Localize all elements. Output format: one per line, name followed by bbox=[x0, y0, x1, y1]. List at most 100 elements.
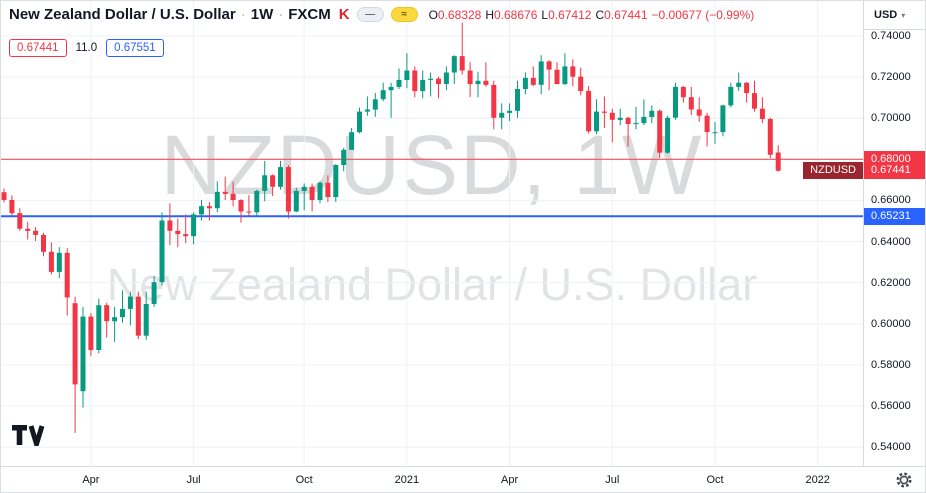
chevron-down-icon: ▾ bbox=[901, 10, 906, 20]
candle-body bbox=[64, 252, 70, 298]
candle-body bbox=[507, 110, 513, 113]
candle-body bbox=[175, 230, 181, 235]
candle-body bbox=[728, 86, 734, 106]
candle-body bbox=[396, 79, 402, 87]
price-axis-label: 0.54000 bbox=[871, 441, 911, 454]
gear-icon[interactable] bbox=[894, 470, 914, 490]
candle-body bbox=[159, 220, 165, 283]
interval-label[interactable]: 1W bbox=[250, 6, 274, 23]
time-axis-label: Oct bbox=[706, 474, 724, 486]
candle-body bbox=[736, 82, 742, 87]
mid-value-label: 11.0 bbox=[75, 42, 98, 54]
candle-body bbox=[325, 182, 331, 198]
candle-body bbox=[333, 165, 339, 198]
price-axis-label: 0.70000 bbox=[871, 112, 911, 125]
candle-body bbox=[222, 191, 228, 194]
candle-body bbox=[609, 112, 615, 120]
price-line-label: 0.65231 bbox=[864, 207, 925, 225]
candle-body bbox=[720, 105, 726, 133]
ohlc-close-value: 0.67441 bbox=[604, 7, 648, 22]
candle-body bbox=[349, 132, 355, 150]
candle-body bbox=[48, 251, 54, 272]
ohlc-open-label: O bbox=[428, 7, 438, 22]
candle-body bbox=[293, 190, 299, 212]
candle-body bbox=[688, 97, 694, 110]
symbol-price-tag: NZDUSD bbox=[803, 162, 863, 180]
candle-body bbox=[317, 182, 323, 200]
tradingview-logo-icon[interactable] bbox=[11, 424, 45, 446]
toggle-wave-button[interactable]: ≈ bbox=[390, 7, 418, 22]
candle-body bbox=[680, 86, 686, 98]
candle-body bbox=[665, 117, 671, 153]
candle-body bbox=[752, 93, 757, 109]
ohlc-low-label: L bbox=[541, 7, 549, 22]
candle-body bbox=[759, 108, 765, 119]
candle-body bbox=[285, 167, 291, 212]
candle-body bbox=[183, 234, 189, 237]
candlestick-plot[interactable] bbox=[1, 1, 863, 466]
candle-body bbox=[246, 211, 252, 213]
candle-body bbox=[436, 78, 441, 84]
candle-body bbox=[127, 296, 133, 309]
chart-pane[interactable]: NZDUSD, 1W New Zealand Dollar / U.S. Dol… bbox=[1, 1, 863, 466]
price-widgets: 0.67441 11.0 0.67551 bbox=[9, 39, 164, 57]
candle-body bbox=[578, 76, 584, 91]
candle-body bbox=[301, 186, 307, 191]
candle-body bbox=[1, 192, 7, 200]
candle-body bbox=[41, 234, 46, 252]
separator: · bbox=[240, 6, 246, 23]
candle-body bbox=[625, 117, 631, 124]
candle-body bbox=[554, 69, 560, 85]
candle-body bbox=[372, 99, 378, 110]
price-label-red[interactable]: 0.67441 bbox=[9, 39, 67, 57]
candle-body bbox=[135, 296, 141, 336]
candle-body bbox=[254, 190, 260, 213]
price-change: −0.00677 (−0.99%) bbox=[651, 7, 755, 22]
time-axis-label: Jul bbox=[605, 474, 620, 486]
price-axis-label: 0.60000 bbox=[871, 317, 911, 330]
candle-body bbox=[191, 214, 197, 237]
ohlc-open-value: 0.68328 bbox=[437, 7, 482, 22]
time-axis-label: Apr bbox=[501, 474, 519, 486]
price-label-blue[interactable]: 0.67551 bbox=[106, 39, 164, 57]
time-axis-label: 2022 bbox=[805, 474, 830, 486]
candle-body bbox=[380, 90, 386, 100]
time-axis-label: Jul bbox=[186, 474, 201, 486]
candle-body bbox=[238, 200, 244, 212]
time-axis-label: 2021 bbox=[394, 474, 420, 486]
candle-body bbox=[420, 79, 426, 91]
price-axis-label: 0.62000 bbox=[871, 276, 911, 289]
candle-body bbox=[483, 80, 489, 85]
candle-body bbox=[151, 282, 157, 304]
candle-body bbox=[633, 123, 639, 125]
candle-body bbox=[88, 316, 94, 351]
candle-body bbox=[364, 109, 370, 112]
candle-body bbox=[459, 56, 465, 71]
fxcm-logo-icon: K bbox=[338, 6, 350, 23]
candle-body bbox=[443, 72, 449, 84]
candle-body bbox=[712, 132, 718, 134]
time-axis[interactable]: Apr Jul Oct 2021 Apr Jul Oct 2022 bbox=[1, 466, 925, 492]
candle-body bbox=[404, 70, 410, 80]
candle-body bbox=[56, 252, 62, 272]
currency-selector[interactable]: USD ▾ bbox=[864, 1, 925, 30]
price-axis[interactable]: USD ▾ 0.740000.720000.700000.680000.6600… bbox=[863, 1, 925, 466]
ohlc-high-value: 0.68676 bbox=[493, 7, 538, 22]
candle-body bbox=[562, 66, 568, 85]
exchange-label[interactable]: FXCM bbox=[288, 6, 331, 23]
candle-body bbox=[167, 220, 173, 231]
candle-body bbox=[649, 110, 655, 117]
wave-icon: ≈ bbox=[401, 9, 407, 20]
candle-body bbox=[112, 317, 118, 322]
candle-body bbox=[143, 304, 149, 336]
candle-body bbox=[696, 109, 702, 116]
toggle-dash-button[interactable]: — bbox=[356, 7, 384, 22]
candle-body bbox=[775, 152, 781, 171]
candle-body bbox=[341, 149, 347, 165]
candle-body bbox=[704, 115, 710, 133]
candle-body bbox=[451, 56, 457, 73]
symbol-title[interactable]: New Zealand Dollar / U.S. Dollar bbox=[9, 6, 236, 23]
watermark-symbol: NZDUSD, 1W bbox=[160, 118, 704, 212]
candle-body bbox=[104, 305, 110, 322]
candle-body bbox=[515, 89, 520, 111]
